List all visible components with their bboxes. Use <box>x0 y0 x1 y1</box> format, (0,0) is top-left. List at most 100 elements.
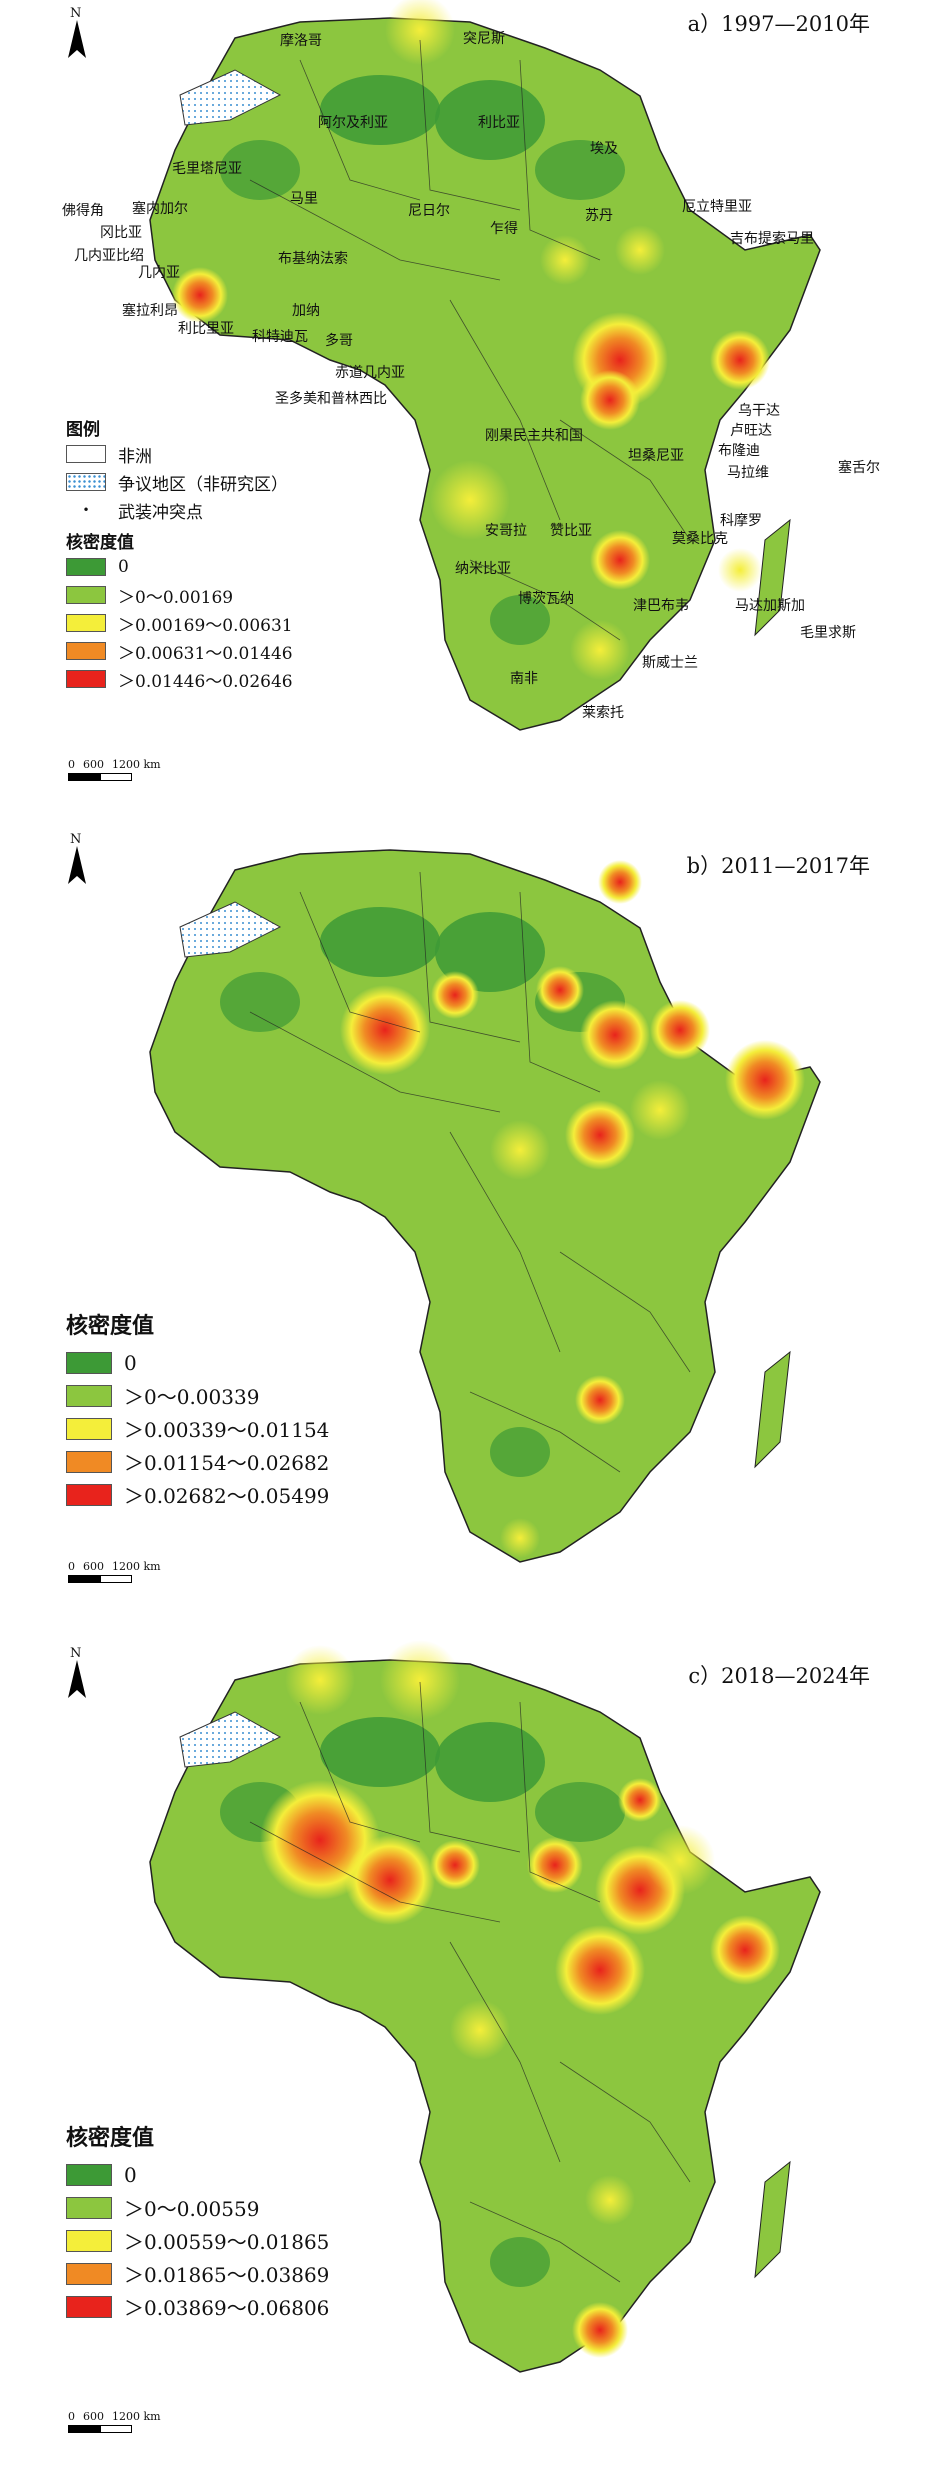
legend-class: 0 <box>66 1346 329 1379</box>
class-swatch <box>66 2196 112 2219</box>
place-label: 博茨瓦纳 <box>518 591 574 607</box>
class-swatch <box>66 1450 112 1473</box>
legend-c: 核密度值 0 ＞0～0.00559 ＞0.00559～0.01865 ＞0.01… <box>66 2120 329 2323</box>
place-label: 津巴布韦 <box>633 598 689 614</box>
panel-c-title: c）2018—2024年 <box>688 1664 870 1688</box>
legend-a: 图例 非洲 争议地区（非研究区） • 武装冲突点 核密度值 0 ＞0～0.001… <box>66 415 293 693</box>
north-arrow-icon <box>68 846 86 884</box>
legend-class: ＞0.00559～0.01865 <box>66 2224 329 2257</box>
class-swatch <box>66 1483 112 1506</box>
place-label: 利比里亚 <box>178 321 234 337</box>
legend-class: ＞0.01446～0.02646 <box>66 665 293 693</box>
place-label: 尼日尔 <box>408 203 450 219</box>
legend-title: 核密度值 <box>66 2126 155 2151</box>
africa-map-a <box>149 0 821 731</box>
legend-title: 核密度值 <box>66 533 134 553</box>
legend-class: ＞0～0.00559 <box>66 2191 329 2224</box>
dotted-swatch <box>66 473 106 491</box>
north-arrow-c: N <box>62 1646 92 1706</box>
place-label: 安哥拉 <box>485 523 527 539</box>
legend-head: 图例 <box>66 420 100 440</box>
scale-bar-a: 0 600 1200 km <box>68 758 161 781</box>
place-label: 摩洛哥 <box>280 33 322 49</box>
place-label: 毛里塔尼亚 <box>172 161 242 177</box>
africa-map-b <box>149 849 821 1563</box>
legend-class: ＞0.02682～0.05499 <box>66 1478 329 1511</box>
map-panel-b: N b）2011—2017年 核密度值 0 ＞0～0.00339 ＞0.0033… <box>0 830 945 1610</box>
place-label: 突尼斯 <box>463 31 505 47</box>
north-arrow-b: N <box>62 832 92 892</box>
place-label: 布隆迪 <box>718 443 760 459</box>
place-label: 纳米比亚 <box>455 561 511 577</box>
place-label: 加纳 <box>292 303 320 319</box>
legend-class: ＞0.00169～0.00631 <box>66 609 293 637</box>
place-label: 坦桑尼亚 <box>628 448 684 464</box>
place-label: 马达加斯加 <box>735 598 805 614</box>
place-label: 埃及 <box>590 141 618 157</box>
class-swatch <box>66 2163 112 2186</box>
north-arrow-icon <box>68 1660 86 1698</box>
place-label: 赤道几内亚 <box>335 365 405 381</box>
legend-class: ＞0.01154～0.02682 <box>66 1445 329 1478</box>
place-label: 卢旺达 <box>730 423 772 439</box>
scale-bar-b: 0 600 1200 km <box>68 1560 161 1583</box>
place-label: 几内亚 <box>138 265 180 281</box>
legend-class: ＞0.03869～0.06806 <box>66 2290 329 2323</box>
legend-class: ＞0～0.00169 <box>66 581 293 609</box>
class-swatch <box>66 670 106 688</box>
place-label: 利比亚 <box>478 115 520 131</box>
place-label: 厄立特里亚 <box>682 199 752 215</box>
place-label: 乌干达 <box>738 403 780 419</box>
place-label: 科特迪瓦 <box>252 329 308 345</box>
place-label: 塞舌尔 <box>838 460 880 476</box>
place-label: 斯威士兰 <box>642 655 698 671</box>
outline-swatch <box>66 445 106 463</box>
place-label: 多哥 <box>325 333 353 349</box>
place-label: 圣多美和普林西比 <box>275 391 387 407</box>
place-label: 塞内加尔 <box>132 201 188 217</box>
place-label: 莱索托 <box>582 705 624 721</box>
place-label: 科摩罗 <box>720 513 762 529</box>
class-swatch <box>66 1384 112 1407</box>
place-label: 马里 <box>290 191 318 207</box>
map-panel-c: N c）2018—2024年 核密度值 0 ＞0～0.00559 ＞0.0055… <box>0 1640 945 2468</box>
class-swatch <box>66 1417 112 1440</box>
place-label: 几内亚比绍 <box>74 248 144 264</box>
north-arrow-icon <box>68 20 86 58</box>
class-swatch <box>66 2262 112 2285</box>
north-arrow-a: N <box>62 6 92 66</box>
place-label: 塞拉利昂 <box>122 303 178 319</box>
legend-item-africa: 非洲 <box>66 440 293 468</box>
panel-b-title: b）2011—2017年 <box>686 854 870 878</box>
place-label: 冈比亚 <box>100 225 142 241</box>
place-label: 南非 <box>510 671 538 687</box>
legend-class: ＞0.01865～0.03869 <box>66 2257 329 2290</box>
legend-class: 0 <box>66 2158 329 2191</box>
class-swatch <box>66 558 106 576</box>
legend-item-disputed: 争议地区（非研究区） <box>66 468 293 496</box>
class-swatch <box>66 2229 112 2252</box>
legend-title: 核密度值 <box>66 1314 155 1339</box>
point-icon: • <box>82 503 90 517</box>
map-panel-a: N a）1997—2010年 摩洛哥 突尼斯 阿尔及利亚 利比亚 埃及 毛里塔尼… <box>0 0 945 810</box>
legend-b: 核密度值 0 ＞0～0.00339 ＞0.00339～0.01154 ＞0.01… <box>66 1308 329 1511</box>
place-label: 苏丹 <box>585 208 613 224</box>
class-swatch <box>66 1351 112 1374</box>
place-label: 毛里求斯 <box>800 625 856 641</box>
place-label: 莫桑比克 <box>672 531 728 547</box>
scale-bar-c: 0 600 1200 km <box>68 2410 161 2433</box>
place-label: 乍得 <box>490 221 518 237</box>
legend-class: ＞0～0.00339 <box>66 1379 329 1412</box>
africa-shape <box>149 17 821 731</box>
class-swatch <box>66 2295 112 2318</box>
legend-class: ＞0.00339～0.01154 <box>66 1412 329 1445</box>
place-label: 佛得角 <box>62 203 104 219</box>
africa-map-c <box>149 1640 821 2373</box>
place-label: 赞比亚 <box>550 523 592 539</box>
legend-class: ＞0.00631～0.01446 <box>66 637 293 665</box>
place-label: 阿尔及利亚 <box>318 115 388 131</box>
place-label: 刚果民主共和国 <box>485 428 583 444</box>
class-swatch <box>66 586 106 604</box>
place-label: 吉布提索马里 <box>730 231 814 247</box>
place-label: 布基纳法索 <box>278 251 348 267</box>
